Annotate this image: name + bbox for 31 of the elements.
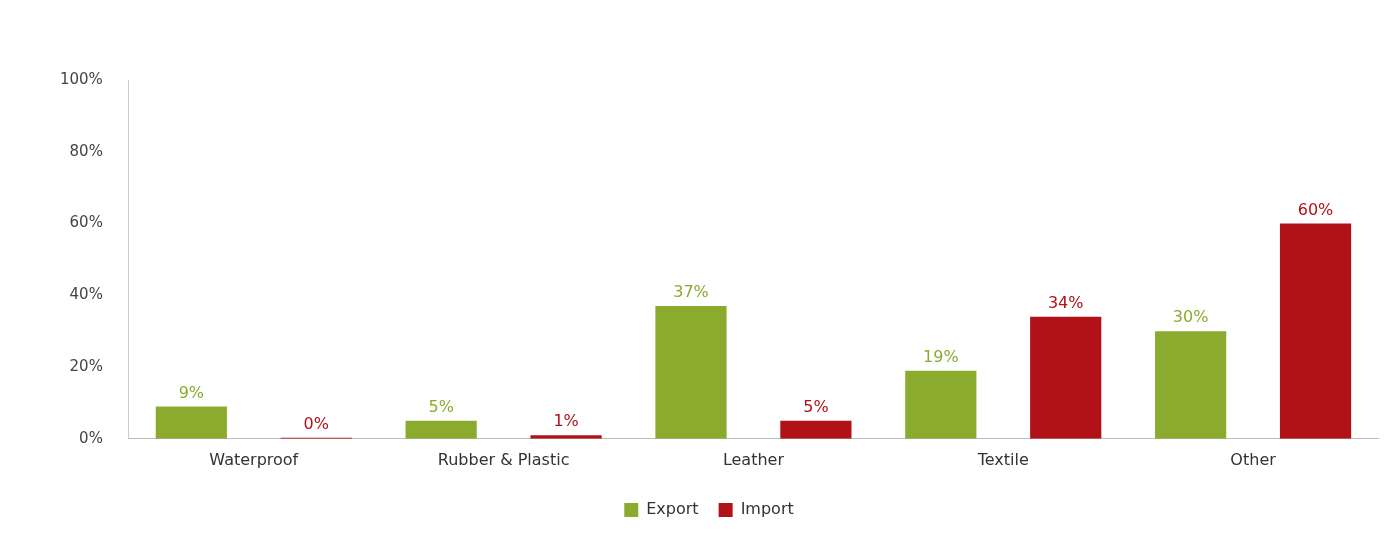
data-label: 37% bbox=[673, 282, 709, 302]
y-tick-label: 60% bbox=[69, 213, 103, 232]
data-label: 30% bbox=[1172, 307, 1209, 327]
data-label: 34% bbox=[1047, 292, 1084, 312]
legend-label: Import bbox=[740, 499, 794, 519]
y-tick-label: 40% bbox=[69, 285, 103, 304]
legend-label: Export bbox=[646, 499, 699, 519]
data-label: 19% bbox=[923, 346, 959, 366]
data-label: 0% bbox=[303, 413, 329, 433]
data-label: 1% bbox=[553, 411, 579, 431]
data-label: 9% bbox=[178, 382, 205, 402]
y-tick-label: 20% bbox=[69, 356, 103, 375]
bar bbox=[655, 306, 727, 439]
bar bbox=[1155, 331, 1227, 439]
data-label: 5% bbox=[803, 397, 829, 417]
bar bbox=[155, 406, 227, 439]
x-tick-label: Waterproof bbox=[209, 449, 299, 469]
data-label: 5% bbox=[428, 397, 454, 417]
x-tick-label: Other bbox=[1230, 449, 1277, 469]
bar bbox=[1030, 316, 1102, 439]
bar bbox=[905, 370, 977, 439]
x-tick-label: Rubber & Plastic bbox=[437, 449, 570, 469]
y-tick-label: 100% bbox=[59, 69, 103, 88]
y-tick-label: 0% bbox=[79, 428, 103, 447]
x-tick-label: Leather bbox=[722, 449, 785, 469]
x-tick-label: Textile bbox=[976, 449, 1029, 469]
bar bbox=[1279, 223, 1352, 439]
data-label: 60% bbox=[1297, 199, 1334, 219]
bar bbox=[405, 420, 477, 439]
bar bbox=[780, 420, 852, 439]
y-tick-label: 80% bbox=[69, 141, 103, 160]
